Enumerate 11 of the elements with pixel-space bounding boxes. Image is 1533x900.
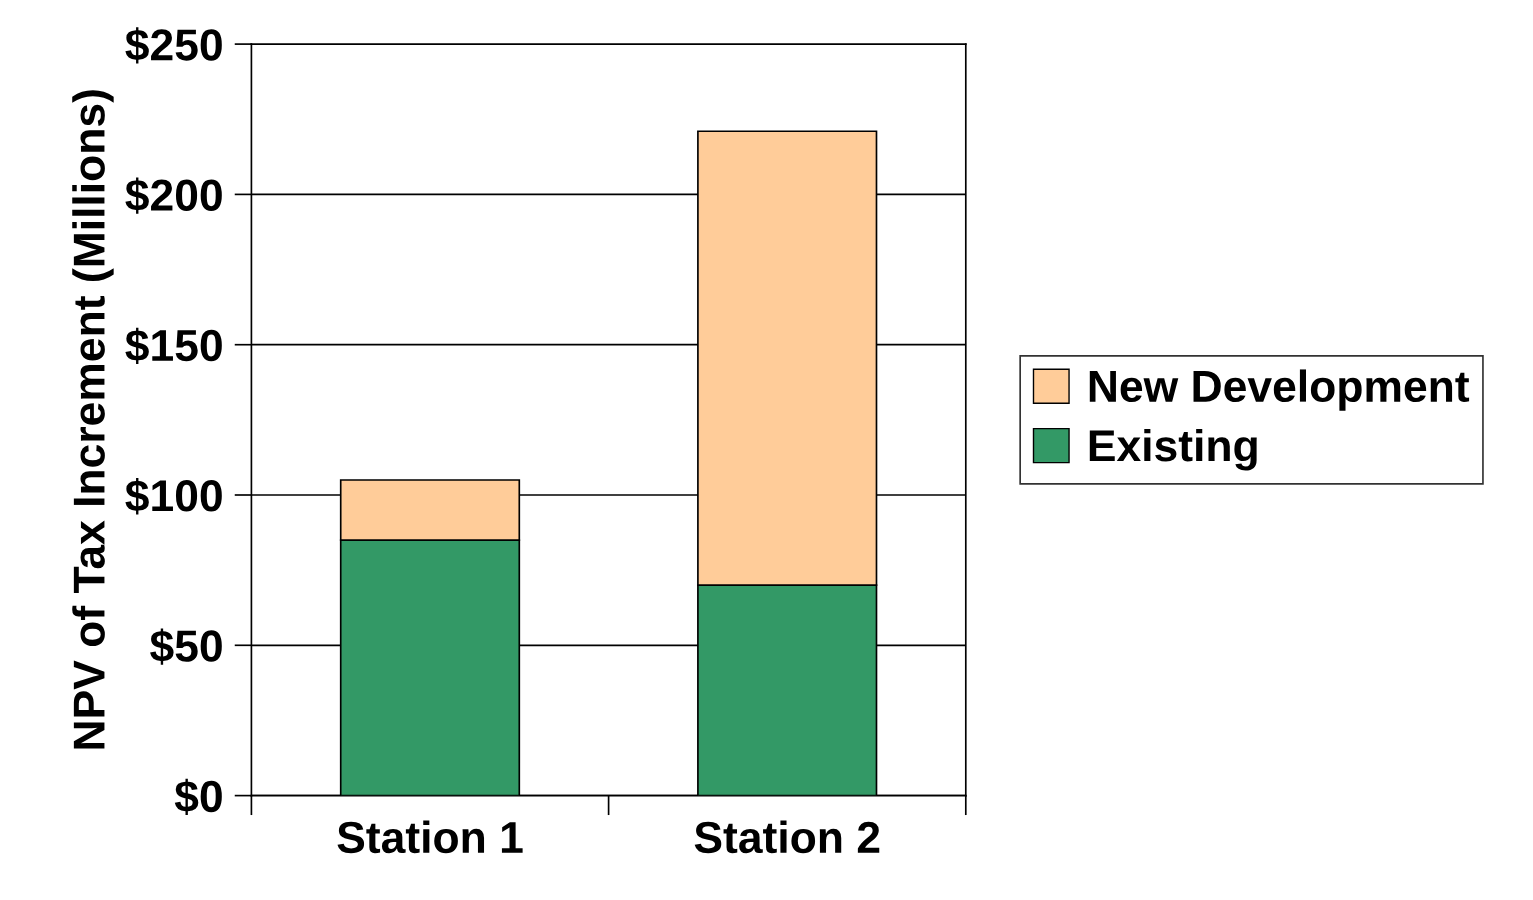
y-axis-title: NPV of Tax Increment (Millions) [72, 90, 114, 749]
x-tick-label: Station 2 [694, 820, 880, 854]
x-tick-label: Station 1 [337, 820, 523, 854]
y-tick-label: $50 [150, 628, 222, 665]
legend-label: New Development [1089, 369, 1470, 411]
y-tick-label: $0 [174, 778, 222, 815]
y-tick-label: $200 [125, 177, 222, 214]
y-tick-label: $250 [125, 27, 222, 64]
legend-label: Existing [1089, 428, 1257, 471]
y-tick-label: $150 [125, 327, 222, 365]
y-tick-label: $100 [125, 478, 222, 515]
